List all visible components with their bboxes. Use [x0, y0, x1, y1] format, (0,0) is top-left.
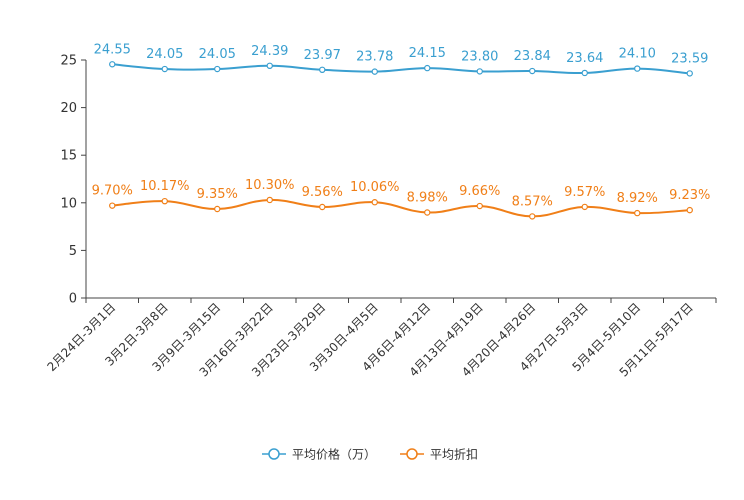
data-label-0-11: 23.59 — [671, 51, 708, 66]
series-line-0 — [112, 63, 690, 75]
y-tick-label: 10 — [60, 196, 77, 211]
data-label-0-6: 24.15 — [409, 46, 446, 61]
axes: 05101520252月24日-3月1日3月2日-3月8日3月9日-3月15日3… — [44, 54, 717, 380]
data-point-0-9[interactable] — [581, 69, 588, 77]
data-point-0-6[interactable] — [424, 64, 431, 72]
data-point-0-10[interactable] — [634, 65, 641, 72]
legend-marker-icon — [268, 448, 280, 460]
data-point-1-7[interactable] — [476, 202, 483, 210]
y-tick-label: 15 — [60, 149, 77, 164]
y-tick-label: 0 — [69, 292, 77, 307]
legend-label: 平均价格（万） — [292, 447, 376, 462]
data-point-0-0[interactable] — [109, 61, 116, 68]
data-point-1-0[interactable] — [109, 202, 116, 209]
data-point-1-1[interactable] — [161, 197, 168, 205]
data-label-0-7: 23.80 — [461, 49, 498, 64]
legend-item-0[interactable]: 平均价格（万） — [262, 447, 376, 462]
data-label-1-0: 9.70% — [92, 184, 133, 199]
series-line-1 — [112, 198, 690, 218]
data-label-0-5: 23.78 — [356, 50, 393, 65]
data-point-0-8[interactable] — [529, 67, 536, 75]
data-point-1-3[interactable] — [266, 196, 273, 204]
data-point-1-4[interactable] — [319, 203, 326, 211]
data-point-1-2[interactable] — [214, 205, 221, 213]
series-layer — [109, 61, 693, 220]
data-label-1-4: 9.56% — [302, 185, 343, 200]
data-point-0-5[interactable] — [371, 68, 378, 75]
data-labels: 24.55 24.05 24.05 24.39 23.97 23.78 24.15 23.80… — [92, 42, 711, 209]
data-point-1-10[interactable] — [634, 209, 641, 217]
data-label-0-10: 24.10 — [619, 47, 656, 62]
data-label-1-8: 8.57% — [512, 194, 553, 209]
data-label-1-10: 8.92% — [617, 191, 658, 206]
data-point-0-1[interactable] — [161, 65, 168, 73]
y-tick-label: 5 — [69, 244, 77, 259]
data-point-0-3[interactable] — [266, 62, 273, 70]
data-label-1-7: 9.66% — [459, 184, 500, 199]
data-label-0-0: 24.55 — [94, 42, 131, 57]
data-point-1-8[interactable] — [529, 213, 536, 220]
data-label-1-9: 9.57% — [564, 185, 605, 200]
legend-marker-icon — [406, 448, 418, 460]
y-tick-label: 20 — [60, 101, 77, 116]
data-label-0-3: 24.39 — [251, 44, 288, 59]
legend[interactable]: 平均价格（万） 平均折扣 — [262, 447, 478, 462]
data-point-1-9[interactable] — [581, 203, 588, 211]
legend-label: 平均折扣 — [430, 447, 478, 462]
data-label-1-2: 9.35% — [197, 187, 238, 202]
data-label-1-11: 9.23% — [669, 188, 710, 203]
data-label-0-8: 23.84 — [514, 49, 551, 64]
data-label-0-4: 23.97 — [304, 48, 341, 63]
data-label-1-5: 10.06% — [350, 180, 400, 195]
data-label-1-1: 10.17% — [140, 179, 190, 194]
data-point-0-7[interactable] — [476, 68, 483, 75]
legend-item-1[interactable]: 平均折扣 — [400, 447, 478, 462]
data-point-1-6[interactable] — [424, 209, 431, 216]
y-tick-label: 25 — [60, 54, 77, 69]
data-label-1-3: 10.30% — [245, 178, 295, 193]
data-point-1-5[interactable] — [371, 199, 378, 206]
data-label-1-6: 8.98% — [407, 191, 448, 206]
data-label-0-1: 24.05 — [146, 47, 183, 62]
data-label-0-2: 24.05 — [199, 47, 236, 62]
data-label-0-9: 23.64 — [566, 51, 603, 66]
data-point-1-11[interactable] — [686, 206, 693, 214]
data-point-0-4[interactable] — [319, 66, 326, 74]
data-point-0-11[interactable] — [686, 70, 693, 77]
data-point-0-2[interactable] — [214, 65, 221, 73]
